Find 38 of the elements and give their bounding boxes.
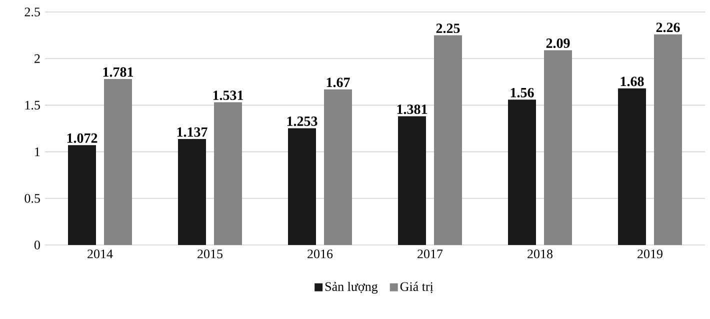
legend-label: Giá trị <box>400 282 434 293</box>
x-tick-label: 2018 <box>528 250 552 258</box>
bar <box>68 145 96 245</box>
x-tick-label: 2014 <box>88 250 113 258</box>
legend-label: Sản lượng <box>325 282 378 294</box>
data-label: 2.09 <box>546 38 570 48</box>
data-label: 1.68 <box>620 76 644 86</box>
x-tick-label: 2019 <box>638 250 662 258</box>
y-tick-label: 1 <box>35 148 40 156</box>
data-label: 2.26 <box>656 22 680 32</box>
bar <box>104 79 132 245</box>
bar <box>508 100 536 245</box>
data-label: 1.67 <box>326 78 350 88</box>
bar <box>544 50 572 245</box>
bar <box>214 102 242 245</box>
data-label: 1.531 <box>213 90 244 100</box>
data-label: 1.381 <box>397 104 428 114</box>
y-tick-label: 0.5 <box>24 194 40 203</box>
x-tick-label: 2017 <box>418 250 443 258</box>
y-tick-label: 1.5 <box>25 100 40 110</box>
bar <box>618 88 646 245</box>
x-tick-label: 2016 <box>308 250 333 258</box>
bar <box>178 139 206 245</box>
bar <box>398 116 426 245</box>
data-label: 1.56 <box>510 88 534 98</box>
bar <box>434 35 462 245</box>
bar <box>288 128 316 245</box>
data-label: 1.137 <box>177 127 208 137</box>
data-label: 1.253 <box>287 116 318 126</box>
data-label: 1.072 <box>67 133 98 143</box>
data-label: 2.25 <box>436 24 460 34</box>
y-tick-label: 0 <box>34 240 40 250</box>
data-label: 1.781 <box>103 67 134 77</box>
y-tick-label: 2.5 <box>24 8 40 16</box>
y-tick-label: 2 <box>34 54 40 63</box>
bar <box>324 89 352 245</box>
bar <box>654 34 682 245</box>
x-tick-label: 2015 <box>198 250 222 258</box>
